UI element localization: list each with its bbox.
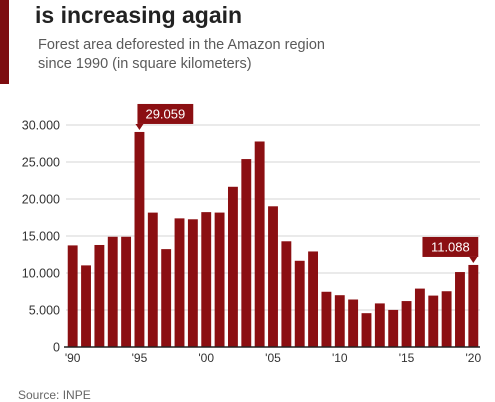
bar — [455, 272, 465, 347]
bar — [214, 212, 225, 347]
y-tick-label: 15.000 — [22, 230, 60, 244]
y-tick-label: 0 — [53, 341, 60, 355]
data-callout-box — [137, 103, 194, 124]
bar — [254, 141, 265, 347]
x-tick-label: '10 — [332, 351, 348, 365]
y-tick-label: 30.000 — [22, 119, 60, 133]
bar — [294, 260, 305, 347]
bar — [441, 291, 452, 347]
bar — [321, 291, 332, 347]
x-tick-label: '90 — [65, 351, 81, 365]
data-callout-pointer — [469, 256, 478, 263]
bar — [201, 212, 212, 347]
chart-subtitle: Forest area deforested in the Amazon reg… — [38, 36, 325, 74]
x-tick-label: '20 — [466, 351, 482, 365]
bar — [401, 301, 412, 347]
chart-title: is increasing again — [35, 2, 243, 28]
subtitle-line-2: since 1990 (in square kilometers) — [38, 56, 252, 72]
bar — [281, 241, 292, 347]
subtitle-line-1: Forest area deforested in the Amazon reg… — [38, 37, 325, 53]
bar — [187, 219, 198, 347]
bar — [334, 295, 345, 347]
bar — [268, 206, 278, 347]
y-tick-label: 10.000 — [22, 267, 60, 281]
title-accent-bar — [0, 0, 9, 84]
bar — [174, 218, 185, 347]
bar — [227, 186, 238, 347]
bar — [241, 159, 252, 347]
bar — [94, 244, 105, 347]
bar — [468, 264, 479, 347]
bar — [147, 212, 158, 347]
data-callout-pointer — [135, 123, 144, 130]
bar — [161, 249, 172, 347]
x-tick-label: '05 — [265, 351, 281, 365]
data-label: 29.059 — [145, 106, 185, 121]
source-note: Source: INPE — [18, 388, 91, 402]
bar — [121, 236, 132, 347]
data-label: 11.088 — [431, 239, 470, 254]
y-tick-label: 20.000 — [22, 193, 60, 207]
bar — [374, 303, 385, 347]
bar — [67, 245, 78, 347]
bar — [348, 299, 359, 347]
bar — [388, 309, 399, 347]
bar — [107, 236, 118, 347]
bar — [414, 288, 425, 347]
bar — [81, 265, 91, 347]
x-tick-label: '95 — [132, 351, 148, 365]
bar — [134, 131, 145, 347]
bar — [361, 313, 372, 347]
bar — [428, 295, 439, 347]
data-callout-box — [422, 236, 479, 257]
bar — [308, 251, 319, 347]
y-tick-label: 5.000 — [29, 304, 60, 318]
y-tick-label: 25.000 — [22, 156, 60, 170]
x-tick-label: '00 — [198, 351, 214, 365]
x-tick-label: '15 — [399, 351, 415, 365]
